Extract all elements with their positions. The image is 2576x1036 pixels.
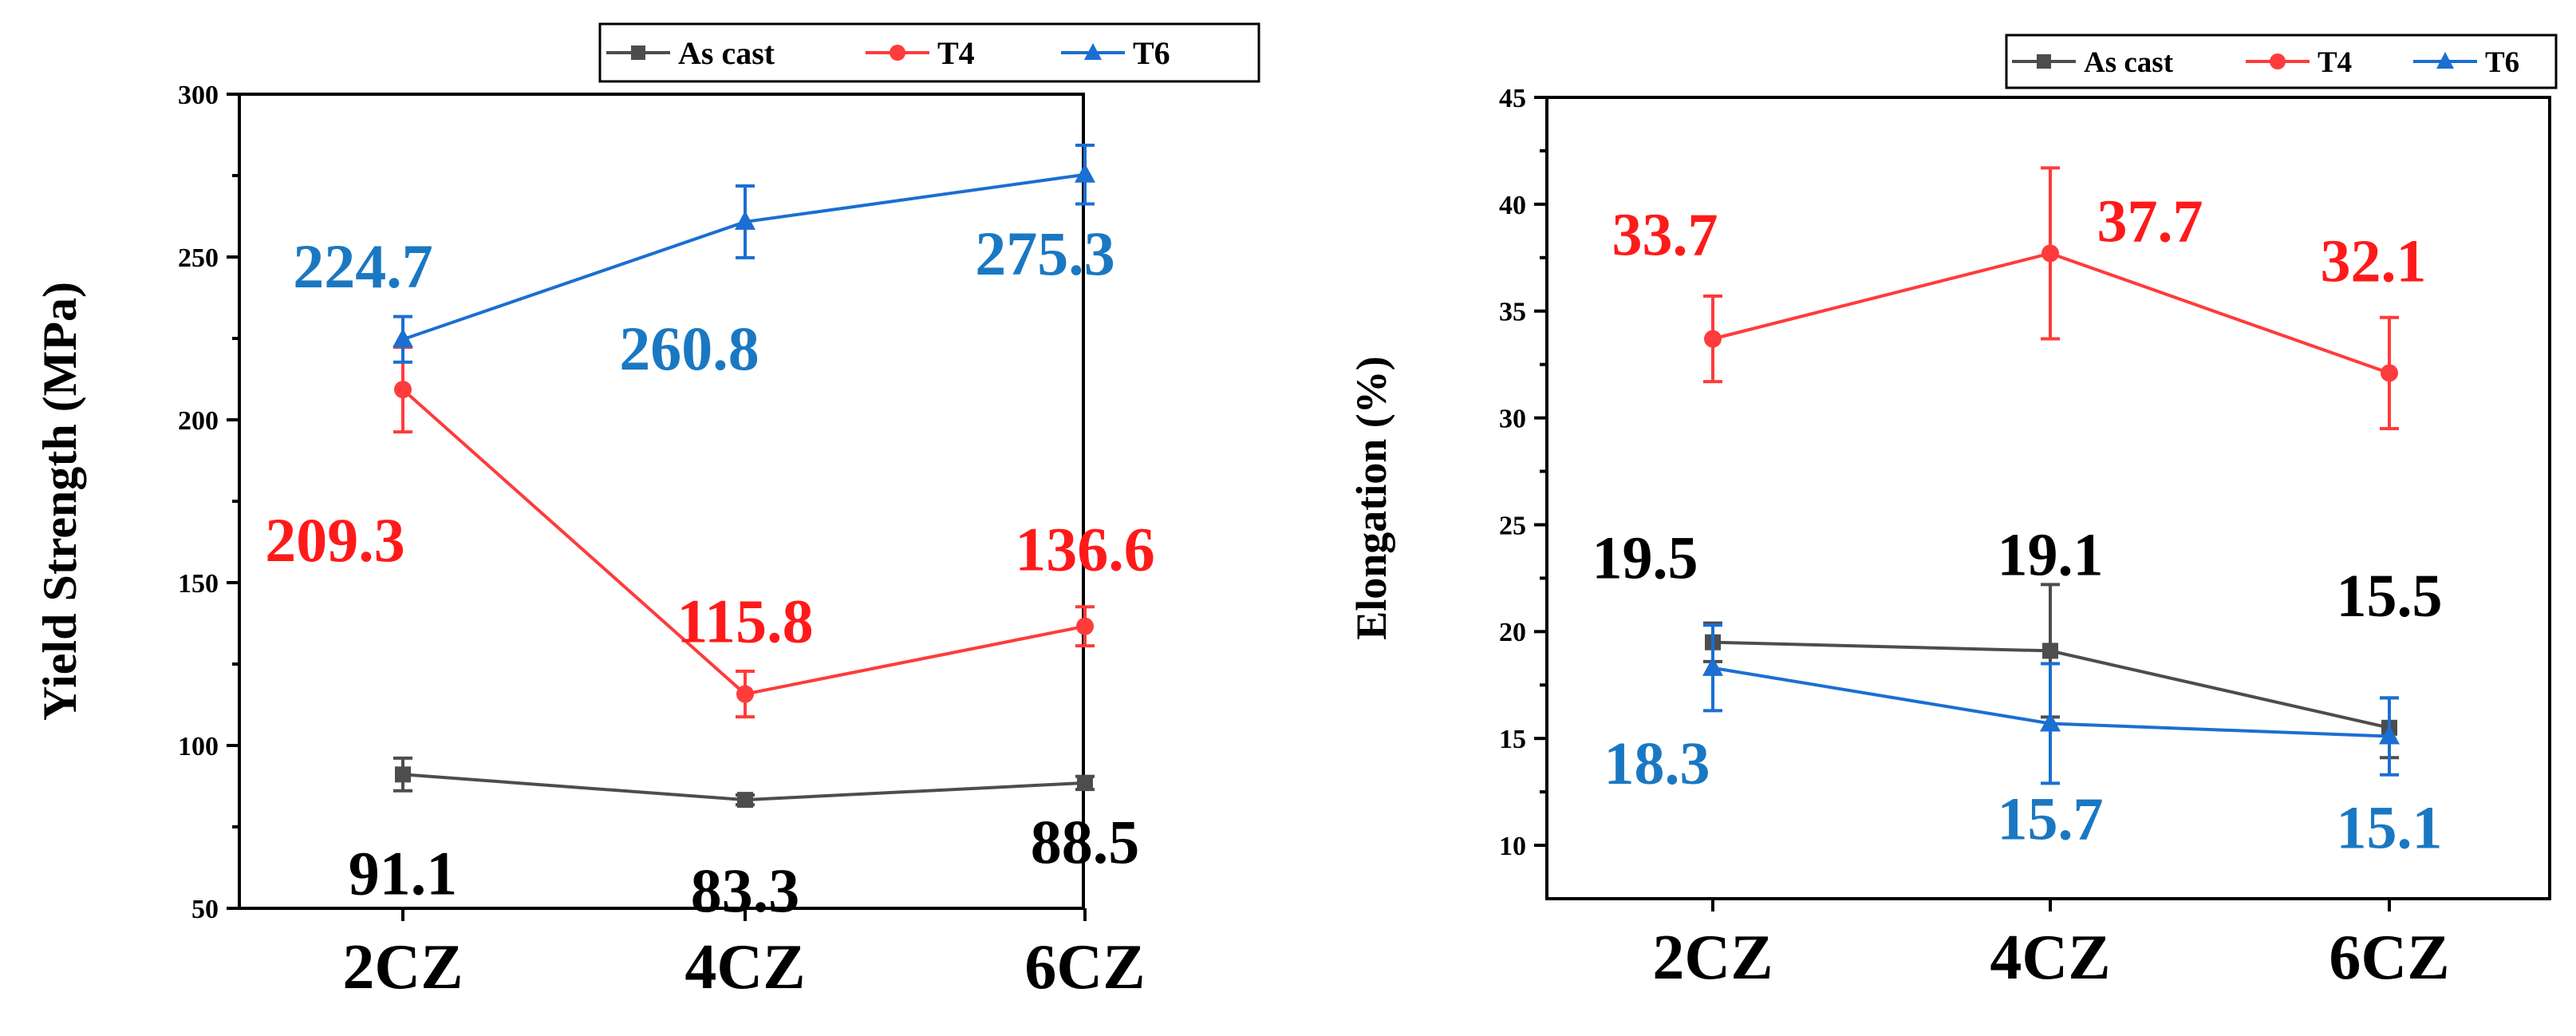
data-label: 32.1 <box>2321 227 2427 295</box>
data-label: 19.5 <box>1592 525 1698 592</box>
data-label: 275.3 <box>975 219 1115 288</box>
data-label: 19.1 <box>1998 521 2104 588</box>
data-point <box>1702 656 1723 676</box>
legend-marker <box>2037 54 2051 69</box>
legend-marker <box>631 45 645 60</box>
legend-label: T6 <box>2485 46 2519 79</box>
legend-marker <box>2436 52 2454 69</box>
y-axis-title: Elongation (%) <box>1347 356 1395 640</box>
data-label: 37.7 <box>2097 188 2203 255</box>
data-point <box>2041 244 2059 263</box>
y-tick-label: 250 <box>178 243 219 273</box>
data-label: 136.6 <box>1015 515 1155 584</box>
data-label: 115.8 <box>677 587 813 656</box>
data-label: 209.3 <box>265 505 405 575</box>
x-tick-label: 4CZ <box>1990 923 2110 993</box>
data-label: 18.3 <box>1604 730 1710 797</box>
yield-strength-chart: 50 100 150 200 250 300 2CZ 4CZ 6CZ Yield Strength… <box>34 22 1260 1002</box>
data-label: 88.5 <box>1031 807 1140 876</box>
data-point <box>2379 725 2400 745</box>
data-label: 91.1 <box>349 838 458 907</box>
x-tick-label: 6CZ <box>2329 923 2449 993</box>
data-point <box>393 328 413 348</box>
data-point <box>1704 330 1722 348</box>
legend-label: As cast <box>678 35 775 71</box>
y-tick-label: 15 <box>1499 725 1526 754</box>
legend-label: As cast <box>2084 46 2174 79</box>
data-point <box>1076 617 1094 635</box>
data-point <box>1077 774 1093 791</box>
y-tick-label: 45 <box>1499 84 1526 113</box>
legend-marker <box>2270 53 2286 69</box>
data-label: 33.7 <box>1612 202 1718 269</box>
data-point <box>2040 712 2061 732</box>
y-axis-title: Yield Strength (MPa) <box>34 282 86 721</box>
data-point <box>735 210 755 230</box>
y-tick-label: 35 <box>1499 298 1526 327</box>
y-tick-label: 40 <box>1499 191 1526 220</box>
legend-label: T4 <box>937 35 975 71</box>
data-point <box>1075 163 1095 183</box>
y-tick-label: 150 <box>178 569 219 599</box>
y-tick-label: 50 <box>191 895 219 924</box>
data-label: 15.7 <box>1998 785 2104 852</box>
data-point <box>737 792 753 809</box>
y-tick-label: 100 <box>178 732 219 761</box>
plot-frame <box>238 93 1085 910</box>
legend-label: T6 <box>1133 35 1170 71</box>
x-tick-label: 6CZ <box>1024 932 1145 1002</box>
x-tick-label: 4CZ <box>684 932 805 1002</box>
data-point <box>736 685 754 703</box>
data-point <box>394 381 412 399</box>
legend-label: T4 <box>2318 46 2352 79</box>
y-tick-label: 10 <box>1499 832 1526 861</box>
legend-marker <box>890 45 905 61</box>
legend-marker <box>1084 43 1102 60</box>
legend: As cast T4 T6 <box>2005 34 2558 89</box>
x-tick-label: 2CZ <box>342 932 463 1002</box>
data-label: 15.1 <box>2337 795 2443 862</box>
x-tick-label: 2CZ <box>1652 923 1773 993</box>
y-tick-label: 300 <box>178 81 219 110</box>
data-point <box>2381 364 2398 382</box>
data-point <box>395 766 411 783</box>
y-tick-label: 200 <box>178 406 219 436</box>
data-label: 15.5 <box>2337 563 2443 630</box>
data-label: 224.7 <box>293 231 433 301</box>
plot-frame <box>1545 96 2551 900</box>
data-label: 83.3 <box>691 856 800 925</box>
y-tick-label: 20 <box>1499 618 1526 647</box>
y-tick-label: 25 <box>1499 511 1526 540</box>
data-label: 260.8 <box>619 314 759 383</box>
y-tick-label: 30 <box>1499 405 1526 434</box>
elongation-chart: 10 15 20 25 30 35 40 45 2CZ 4CZ 6CZ Elongation (%) 1… <box>1347 34 2558 993</box>
legend: As cast T4 T6 <box>598 22 1260 83</box>
data-point <box>2042 643 2058 659</box>
